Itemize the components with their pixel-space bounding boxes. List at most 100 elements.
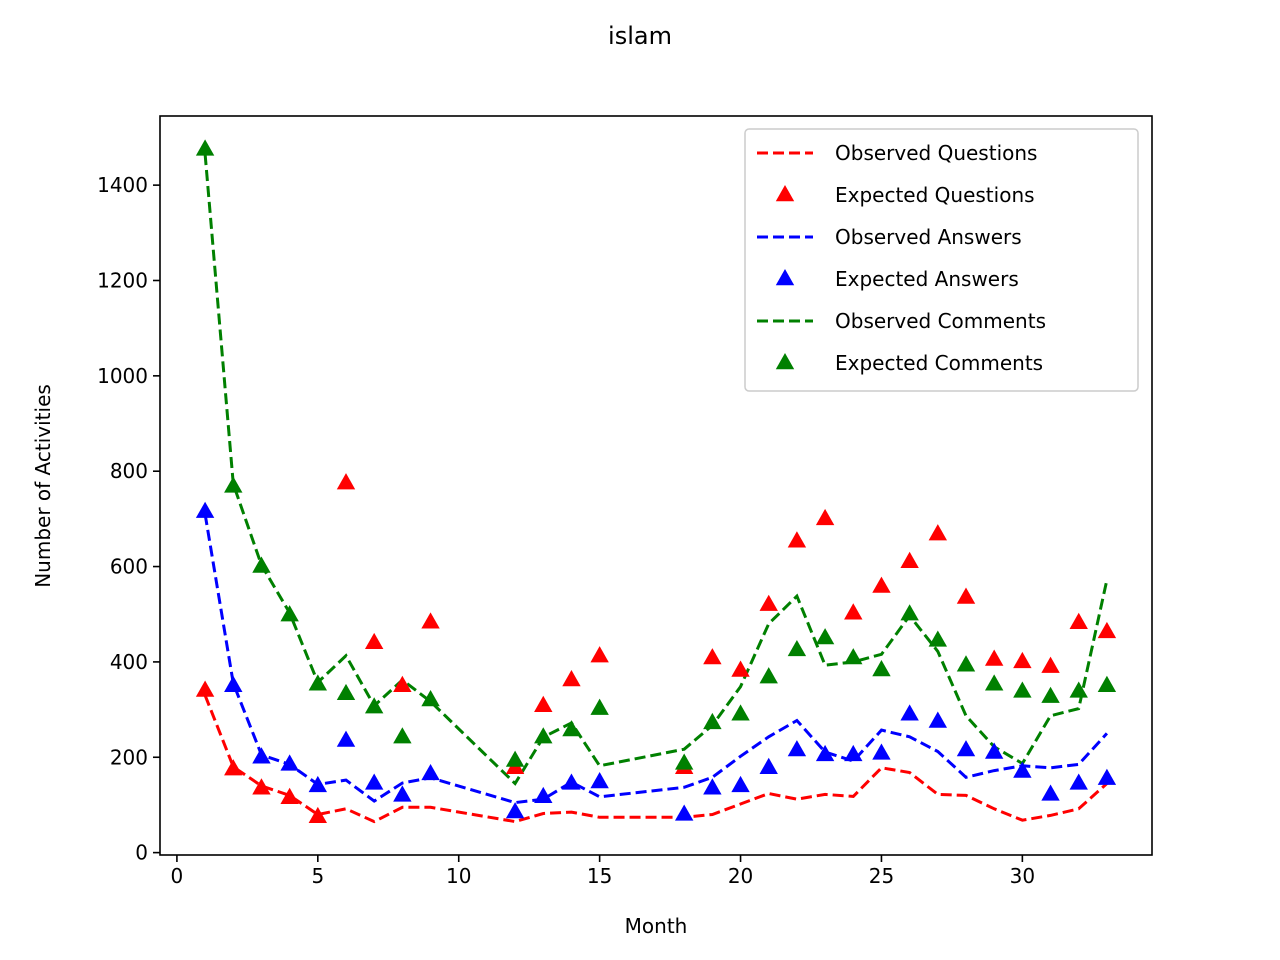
legend-observed-answers-label: Observed Answers	[835, 225, 1022, 249]
y-tick-label: 1400	[97, 173, 148, 197]
expected-comments-marker	[308, 674, 328, 691]
expected-answers-marker	[336, 730, 356, 747]
expected-comments-marker	[336, 683, 356, 701]
expected-answers-marker	[421, 763, 440, 781]
expected-answers-marker	[1097, 768, 1117, 785]
legend-expected-questions-swatch	[775, 185, 795, 202]
x-tick-label: 30	[1010, 864, 1035, 888]
chart-title: islam	[608, 22, 672, 50]
expected-answers-marker	[280, 754, 299, 771]
expected-comments-marker	[364, 697, 384, 714]
expected-comments-marker	[956, 655, 976, 672]
expected-answers-marker	[900, 704, 919, 721]
expected-answers-marker	[703, 778, 722, 795]
expected-comments-marker	[900, 604, 919, 621]
expected-questions-marker	[224, 759, 243, 776]
expected-answers-marker	[195, 501, 215, 518]
legend-expected-answers-swatch	[775, 269, 795, 286]
expected-questions-marker	[195, 680, 215, 697]
expected-comments-marker	[252, 556, 271, 573]
expected-answers-marker	[562, 773, 581, 790]
expected-questions-marker	[1041, 656, 1060, 673]
expected-comments-marker	[759, 667, 778, 684]
legend-observed-questions-label: Observed Questions	[835, 141, 1037, 165]
expected-questions-marker	[844, 603, 863, 620]
expected-comments-marker	[1069, 681, 1088, 698]
expected-answers-marker	[1013, 761, 1032, 778]
expected-answers-marker	[1069, 773, 1088, 790]
expected-questions-marker	[364, 632, 384, 650]
expected-questions-marker	[731, 660, 750, 677]
legend-expected-questions-label: Expected Questions	[835, 183, 1035, 207]
expected-comments-marker	[815, 628, 835, 645]
expected-questions-marker	[703, 648, 722, 665]
expected-questions-marker	[872, 576, 891, 593]
expected-answers-marker	[674, 804, 694, 821]
expected-questions-marker	[787, 531, 807, 548]
expected-questions-marker	[393, 675, 412, 692]
expected-comments-marker	[844, 648, 863, 665]
expected-questions-marker	[308, 806, 328, 824]
expected-answers-marker	[984, 742, 1004, 759]
expected-questions-marker	[421, 612, 440, 629]
observed-answers-line	[203, 513, 1109, 805]
expected-comments-marker	[787, 639, 807, 657]
y-tick-label: 0	[135, 841, 148, 865]
expected-answers-marker	[759, 757, 778, 774]
expected-answers-marker	[252, 747, 271, 764]
expected-comments-marker	[928, 630, 948, 647]
expected-answers-marker	[224, 675, 243, 692]
expected-questions-marker	[900, 551, 919, 568]
expected-questions-marker	[956, 587, 976, 604]
expected-answers-marker	[787, 740, 807, 757]
expected-answers-marker	[393, 785, 412, 802]
expected-answers-marker	[956, 740, 976, 757]
expected-comments-marker	[224, 476, 243, 493]
legend-box	[744, 128, 1139, 392]
y-tick-label: 600	[110, 555, 148, 579]
expected-comments-marker	[1041, 686, 1060, 703]
y-tick-label: 800	[110, 459, 148, 483]
legend: Observed Questions Expected Questions Obse…	[744, 128, 1139, 392]
expected-questions-marker	[984, 649, 1004, 666]
expected-questions-marker	[590, 646, 609, 663]
x-tick-label: 0	[171, 864, 184, 888]
expected-questions-marker	[1069, 612, 1088, 630]
y-tick-label: 1000	[97, 364, 148, 388]
expected-answers-marker	[364, 773, 384, 790]
expected-answers-marker	[534, 786, 553, 804]
expected-comments-marker	[562, 720, 581, 737]
expected-comments-marker	[703, 712, 722, 730]
legend-expected-comments-label: Expected Comments	[835, 351, 1043, 375]
expected-comments-marker	[590, 698, 609, 715]
expected-answers-marker	[815, 744, 835, 762]
legend-expected-comments-swatch	[775, 353, 795, 370]
expected-questions-marker	[562, 670, 581, 687]
expected-comments-marker	[421, 690, 440, 707]
expected-questions-marker	[534, 695, 553, 712]
expected-questions-marker	[928, 524, 948, 541]
expected-answers-marker	[1041, 784, 1060, 801]
x-tick-label: 5	[311, 864, 324, 888]
legend-expected-answers-label: Expected Answers	[835, 267, 1019, 291]
expected-questions-marker	[1013, 651, 1032, 669]
expected-comments-marker	[534, 727, 553, 744]
expected-questions-marker	[1097, 621, 1117, 639]
expected-answers-marker	[844, 744, 863, 762]
x-tick-label: 20	[728, 864, 753, 888]
x-axis-label: Month	[625, 914, 688, 938]
plot-area: 0 5 10 15 20 25 30 0 200 400 600 800 1000 1200 1400	[97, 115, 1153, 888]
expected-questions-marker	[815, 508, 835, 526]
expected-answers-marker	[308, 775, 328, 793]
y-tick-label: 1200	[97, 268, 148, 292]
x-tick-label: 15	[587, 864, 612, 888]
expected-questions-marker	[759, 594, 778, 611]
expected-comments-marker	[505, 750, 525, 767]
expected-comments-marker	[280, 605, 299, 622]
expected-comments-marker	[984, 674, 1004, 691]
expected-questions-marker	[336, 473, 356, 490]
y-tick-label: 400	[110, 650, 148, 674]
expected-questions-marker	[280, 787, 299, 804]
y-axis-label: Number of Activities	[31, 384, 55, 588]
